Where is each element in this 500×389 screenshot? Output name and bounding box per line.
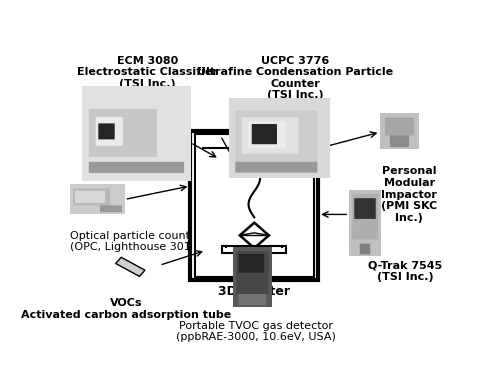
Bar	[246, 142, 263, 153]
Text: Q-Trak 7545
(TSI Inc.): Q-Trak 7545 (TSI Inc.)	[368, 261, 442, 282]
Bar	[190, 131, 318, 280]
Text: UCPC 3776
Ultrafine Condensation Particle
Counter
(TSI Inc.): UCPC 3776 Ultrafine Condensation Particl…	[197, 56, 393, 100]
Bar	[195, 134, 314, 277]
Text: Portable TVOC gas detector
(ppbRAE-3000, 10.6eV, USA): Portable TVOC gas detector (ppbRAE-3000,…	[176, 321, 336, 342]
Text: Personal
Modular
Impactor
(PMI SKC
Inc.): Personal Modular Impactor (PMI SKC Inc.)	[381, 166, 438, 223]
Text: 3D Printer: 3D Printer	[218, 285, 290, 298]
Bar	[222, 246, 286, 253]
Text: ECM 3080
Electrostatic Classifier
(TSI Inc.): ECM 3080 Electrostatic Classifier (TSI I…	[78, 56, 218, 89]
Bar	[116, 258, 145, 276]
Text: VOCs
Activated carbon adsorption tube: VOCs Activated carbon adsorption tube	[22, 298, 232, 320]
Text: Optical particle counter
(OPC, Lighthouse 3016 IAQ): Optical particle counter (OPC, Lighthous…	[70, 231, 225, 252]
